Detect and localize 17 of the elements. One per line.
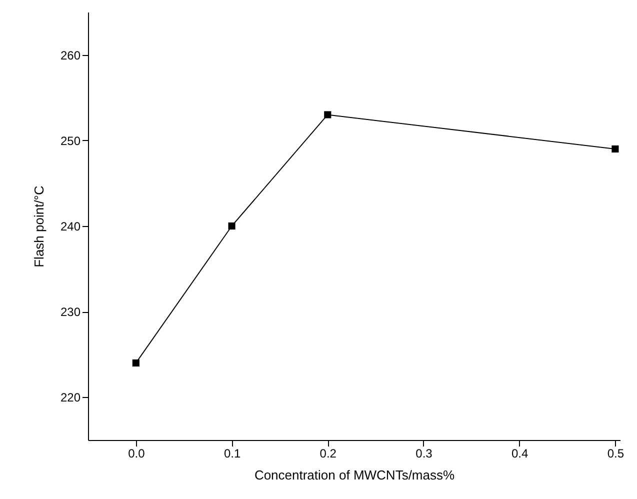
point (132, 359, 140, 366)
y-tick-label: 260 (60, 48, 81, 62)
y-tick-label: 250 (60, 134, 81, 148)
x-tick-label: 0.1 (224, 446, 241, 460)
x-tick-label: 0.4 (512, 446, 529, 460)
y-tick-label: 230 (60, 305, 81, 320)
point (324, 111, 332, 118)
x-tick-label: 0.0 (128, 446, 146, 460)
y-axis-title: Flash point/°C (31, 186, 46, 268)
y-tick-label: 240 (60, 220, 81, 234)
x-tick-label: 0.3 (416, 446, 433, 460)
y-tick-label: 220 (60, 390, 81, 405)
x-tick-label: 0.5 (607, 446, 624, 460)
point (612, 145, 619, 152)
point (228, 222, 236, 230)
x-axis-title: Concentration of MWCNTs/mass% (254, 468, 455, 482)
x-tick-label: 0.2 (320, 446, 337, 460)
